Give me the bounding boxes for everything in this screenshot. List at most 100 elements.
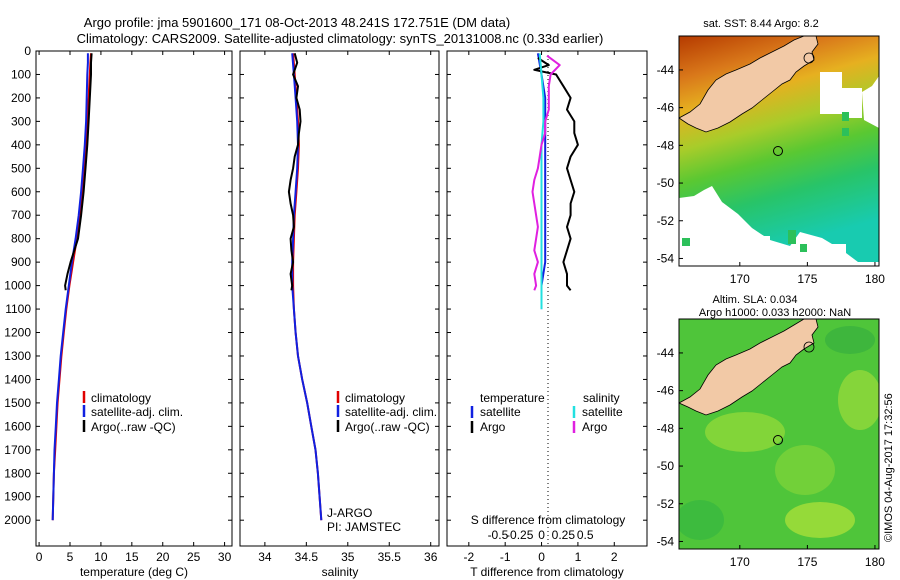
s-tick-label: 0.5 xyxy=(577,528,594,542)
difference-panel: -2 -1 0 1 2 -0.5-0.25 0 0.25 0.5 T difference f… xyxy=(446,50,648,579)
lon-tick-label: 180 xyxy=(865,555,885,569)
x-tick-label: 25 xyxy=(187,550,201,564)
float-program: J-ARGO xyxy=(327,506,372,520)
credit-text: ©IMOS 04-Aug-2017 17:32:56 xyxy=(883,393,895,542)
salinity-x-axis: 34 34.5 35 35.5 36 xyxy=(258,51,438,564)
lon-tick-label: 180 xyxy=(865,272,885,286)
sst-lon-axis: 170 175 180 xyxy=(730,262,885,286)
sla-map-frame xyxy=(678,318,880,550)
difference-axes-box xyxy=(446,50,648,547)
temperature-xlabel: temperature (deg C) xyxy=(80,565,188,579)
x-tick-label: 0 xyxy=(36,550,43,564)
x-tick-label: 35.5 xyxy=(378,550,402,564)
legend-label-t-satellite: satellite xyxy=(480,405,521,419)
x-tick-label: 15 xyxy=(125,550,139,564)
depth-tick-label: 800 xyxy=(11,232,31,246)
series-line-t-argo xyxy=(533,57,579,291)
x-tick-label: 30 xyxy=(218,550,232,564)
depth-tick-label: 1200 xyxy=(4,326,31,340)
depth-tick-label: 1500 xyxy=(4,396,31,410)
depth-tick-label: 1300 xyxy=(4,349,31,363)
lat-tick-label: -54 xyxy=(657,251,675,265)
sst-pixel xyxy=(842,128,849,136)
depth-tick-label: 1800 xyxy=(4,466,31,480)
depth-tick-label: 1400 xyxy=(4,372,31,386)
x-tick-label: 0 xyxy=(538,550,545,564)
legend-title-salinity: salinity xyxy=(583,391,620,405)
x-tick-label: 34 xyxy=(258,550,272,564)
depth-tick-label: 2000 xyxy=(4,513,31,527)
sla-map: Altim. SLA: 0.034 Argo h1000: 0.033 h200… xyxy=(657,294,886,569)
argo-float-marker xyxy=(773,435,783,445)
difference-xlabel-top: S difference from climatology xyxy=(471,513,626,527)
s-tick-label: -0.25 xyxy=(506,528,534,542)
lat-tick-label: -50 xyxy=(657,459,675,473)
lon-tick-label: 170 xyxy=(730,272,750,286)
sst-cloud-gap xyxy=(820,72,842,114)
legend-label-satellite: satellite-adj. clim. xyxy=(91,405,183,419)
legend-label-argo: Argo(..raw -QC) xyxy=(91,420,176,434)
sst-cloud-gap xyxy=(744,236,770,266)
difference-xlabel: T difference from climatology xyxy=(470,565,624,579)
difference-legend: temperature salinity satellite Argo sate… xyxy=(470,391,623,434)
lat-tick-label: -52 xyxy=(657,214,675,228)
sla-land xyxy=(679,319,819,416)
series-line-argo-raw-qc- xyxy=(64,53,93,291)
depth-tick-label: 1900 xyxy=(4,490,31,504)
temperature-x-axis: 0 5 10 15 20 25 30 xyxy=(36,51,232,564)
salinity-axes-box xyxy=(239,50,440,547)
depth-tick-label: 700 xyxy=(11,208,31,222)
argo-float-marker xyxy=(773,146,783,156)
x-tick-label: -2 xyxy=(463,550,474,564)
sst-land xyxy=(679,36,819,133)
sst-map-title: sat. SST: 8.44 Argo: 8.2 xyxy=(703,18,819,30)
depth-tick-label: 1100 xyxy=(5,302,31,316)
x-tick-label: 34.5 xyxy=(295,550,319,564)
float-pi: PI: JAMSTEC xyxy=(327,520,401,534)
temperature-lines xyxy=(51,53,93,521)
x-tick-label: 10 xyxy=(94,550,108,564)
sst-pixel xyxy=(842,112,849,121)
depth-tick-label: 300 xyxy=(11,114,31,128)
lat-tick-label: -52 xyxy=(657,497,675,511)
depth-tick-label: 1000 xyxy=(4,279,31,293)
salinity-depth-ticks xyxy=(240,50,439,521)
x-tick-label: 36 xyxy=(424,550,438,564)
x-tick-label: 1 xyxy=(575,550,582,564)
sst-cloud-gap xyxy=(820,244,846,266)
lat-tick-label: -44 xyxy=(657,346,675,360)
legend-label-climatology: climatology xyxy=(91,391,151,405)
legend-label-s-argo: Argo xyxy=(582,420,608,434)
legend-label-climatology: climatology xyxy=(345,391,405,405)
x-tick-label: 20 xyxy=(156,550,170,564)
salinity-xlabel: salinity xyxy=(322,565,359,579)
temperature-legend: climatology satellite-adj. clim. Argo(..… xyxy=(82,391,183,434)
lon-tick-label: 170 xyxy=(730,555,750,569)
series-line-argo-raw-qc- xyxy=(287,53,302,291)
series-line-s-argo xyxy=(531,54,561,291)
sla-field xyxy=(679,319,879,549)
sla-anomaly xyxy=(785,502,855,538)
depth-tick-label: 200 xyxy=(11,91,31,105)
lat-tick-label: -46 xyxy=(657,384,675,398)
legend-label-satellite: satellite-adj. clim. xyxy=(345,405,437,419)
sst-lat-axis: -44 -46 -48 -50 -52 -54 xyxy=(657,63,683,265)
series-line-satellite-adj-clim- xyxy=(51,53,89,521)
legend-title-temperature: temperature xyxy=(480,391,545,405)
s-tick-label: 0.25 xyxy=(552,528,576,542)
lat-tick-label: -46 xyxy=(657,101,675,115)
depth-tick-label: 400 xyxy=(11,138,31,152)
x-tick-label: 2 xyxy=(611,550,618,564)
figure-title-line1: Argo profile: jma 5901600_171 08-Oct-201… xyxy=(84,15,510,30)
lon-tick-label: 175 xyxy=(797,272,817,286)
depth-tick-label: 900 xyxy=(11,255,31,269)
sla-map-title-line1: Altim. SLA: 0.034 xyxy=(713,294,798,306)
legend-label-argo: Argo(..raw -QC) xyxy=(345,420,430,434)
depth-axis: 0 100 200 300 400 500 600 700 800 900 1000 1100 1200… xyxy=(4,44,232,527)
depth-tick-label: 0 xyxy=(24,44,31,58)
difference-depth-ticks xyxy=(447,50,647,521)
lon-tick-label: 175 xyxy=(797,555,817,569)
difference-lines xyxy=(531,53,579,310)
temperature-panel: 0100200300400500600700800900100011001200… xyxy=(4,44,233,579)
